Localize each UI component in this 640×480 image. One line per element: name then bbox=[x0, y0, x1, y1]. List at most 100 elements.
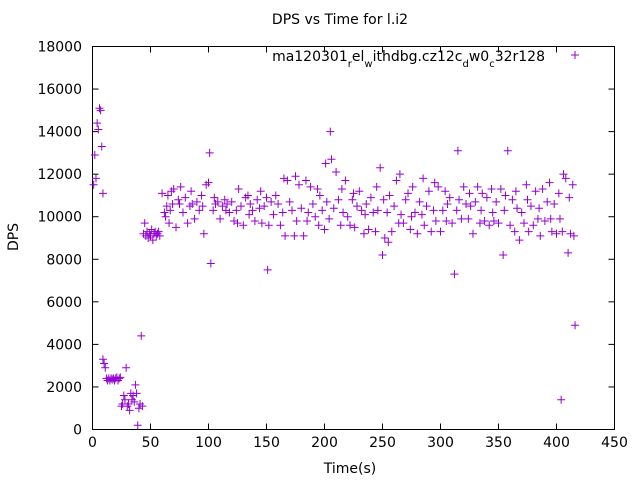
data-point bbox=[291, 172, 300, 181]
data-point bbox=[571, 321, 580, 330]
data-point bbox=[205, 148, 214, 157]
data-point bbox=[337, 185, 346, 194]
data-point bbox=[336, 221, 345, 230]
data-point bbox=[349, 189, 358, 198]
data-point bbox=[455, 195, 464, 204]
data-point bbox=[550, 199, 559, 208]
data-point bbox=[346, 221, 355, 230]
data-point bbox=[410, 208, 419, 217]
data-point bbox=[554, 189, 563, 198]
data-point bbox=[161, 212, 170, 221]
data-point bbox=[209, 206, 218, 215]
data-point bbox=[245, 210, 254, 219]
data-point bbox=[243, 191, 252, 200]
data-point bbox=[510, 227, 519, 236]
data-point bbox=[91, 174, 100, 183]
data-point bbox=[276, 221, 285, 230]
data-point bbox=[206, 259, 215, 268]
data-point bbox=[308, 199, 317, 208]
data-point bbox=[119, 391, 128, 400]
data-point bbox=[520, 219, 529, 228]
data-point bbox=[464, 214, 473, 223]
y-tick-label: 14000 bbox=[37, 125, 82, 141]
data-point bbox=[568, 180, 577, 189]
data-point bbox=[395, 170, 404, 179]
data-point bbox=[408, 182, 417, 191]
data-point bbox=[174, 195, 183, 204]
data-point bbox=[494, 219, 503, 228]
data-point bbox=[172, 223, 181, 232]
data-point bbox=[166, 206, 175, 215]
data-point bbox=[332, 168, 341, 177]
data-point bbox=[364, 225, 373, 234]
data-point bbox=[545, 178, 554, 187]
data-point bbox=[536, 231, 545, 240]
data-point bbox=[355, 187, 364, 196]
data-point bbox=[500, 206, 509, 215]
data-point bbox=[427, 227, 436, 236]
legend-marker bbox=[571, 51, 579, 60]
data-point bbox=[306, 182, 315, 191]
data-point bbox=[101, 363, 110, 372]
data-point bbox=[169, 185, 178, 194]
data-point bbox=[89, 180, 98, 189]
data-point bbox=[292, 216, 301, 225]
data-point bbox=[430, 178, 439, 187]
data-point bbox=[513, 204, 522, 213]
data-point bbox=[320, 225, 329, 234]
data-point bbox=[373, 206, 382, 215]
data-point bbox=[390, 202, 399, 211]
x-tick-label: 100 bbox=[195, 435, 222, 451]
data-point bbox=[301, 176, 310, 185]
x-tick-label: 200 bbox=[311, 435, 338, 451]
data-point bbox=[543, 197, 552, 206]
y-tick-label: 2000 bbox=[46, 380, 82, 396]
data-point bbox=[526, 202, 535, 211]
data-point bbox=[246, 199, 255, 208]
data-point bbox=[415, 197, 424, 206]
data-point bbox=[501, 191, 510, 200]
data-point bbox=[223, 199, 232, 208]
y-axis-label: DPS bbox=[6, 223, 22, 251]
data-point bbox=[271, 191, 280, 200]
data-point bbox=[262, 193, 271, 202]
data-point bbox=[547, 227, 556, 236]
data-point bbox=[401, 195, 410, 204]
axis-ticks: 0 50 100 150 200 250 300 350 400 450 0 2000 4000 6000… bbox=[37, 40, 627, 452]
data-point bbox=[569, 231, 578, 240]
data-point bbox=[98, 355, 107, 364]
data-point bbox=[220, 195, 229, 204]
data-point bbox=[253, 195, 262, 204]
data-point bbox=[213, 197, 222, 206]
data-point bbox=[281, 231, 290, 240]
data-point bbox=[517, 208, 526, 217]
data-point bbox=[134, 404, 143, 413]
data-point bbox=[250, 216, 259, 225]
data-point bbox=[165, 219, 174, 228]
data-point bbox=[225, 208, 234, 217]
data-point bbox=[199, 229, 208, 238]
y-tick-label: 8000 bbox=[46, 252, 82, 268]
data-point bbox=[216, 214, 225, 223]
data-point bbox=[339, 208, 348, 217]
data-point bbox=[255, 204, 264, 213]
data-point bbox=[304, 208, 313, 217]
data-point bbox=[566, 229, 575, 238]
data-point bbox=[511, 187, 520, 196]
data-point bbox=[555, 214, 564, 223]
data-point bbox=[443, 199, 452, 208]
data-point bbox=[198, 202, 207, 211]
data-point bbox=[465, 189, 474, 198]
data-point bbox=[138, 402, 147, 411]
data-point bbox=[442, 216, 451, 225]
data-point bbox=[233, 219, 242, 228]
data-point bbox=[218, 202, 227, 211]
data-point bbox=[413, 229, 422, 238]
data-point bbox=[515, 236, 524, 245]
data-point bbox=[397, 210, 406, 219]
data-point bbox=[559, 170, 568, 179]
data-point bbox=[557, 395, 566, 404]
data-point bbox=[130, 397, 139, 406]
data-point bbox=[448, 219, 457, 228]
data-point bbox=[178, 208, 187, 217]
